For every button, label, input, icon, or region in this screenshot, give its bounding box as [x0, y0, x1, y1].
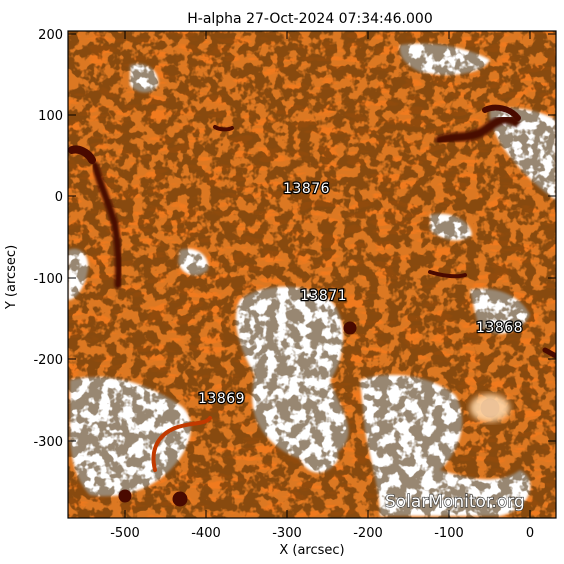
y-axis	[68, 33, 556, 442]
y-tick-label: -100	[33, 272, 63, 287]
region-label-13871: 13871	[300, 288, 347, 304]
x-tick-label: -400	[191, 526, 221, 541]
x-tick-label: -200	[353, 526, 383, 541]
plot-frame	[67, 30, 557, 519]
x-tick-label: 0	[526, 526, 534, 541]
y-tick-label: 200	[38, 28, 63, 43]
y-tick-label: 100	[38, 109, 63, 124]
x-tick-label: -300	[272, 526, 302, 541]
x-tick-label: -500	[110, 526, 140, 541]
region-label-13876: 13876	[283, 181, 330, 197]
solar-image: 13876 13871 13868 13869 SolarMonitor.org	[68, 31, 556, 518]
region-label-13868: 13868	[476, 320, 523, 336]
y-tick-label: -300	[33, 435, 63, 450]
x-axis	[124, 31, 531, 518]
x-axis-label: X (arcsec)	[279, 543, 344, 558]
watermark: SolarMonitor.org	[385, 492, 525, 512]
x-tick-label: -100	[434, 526, 464, 541]
chart-title: H-alpha 27-Oct-2024 07:34:46.000	[187, 11, 432, 27]
y-axis-label: Y (arcsec)	[4, 245, 19, 310]
y-tick-label: -200	[33, 353, 63, 368]
y-tick-label: 0	[55, 190, 63, 205]
plage-highlights	[470, 394, 510, 422]
region-label-13869: 13869	[198, 391, 245, 407]
